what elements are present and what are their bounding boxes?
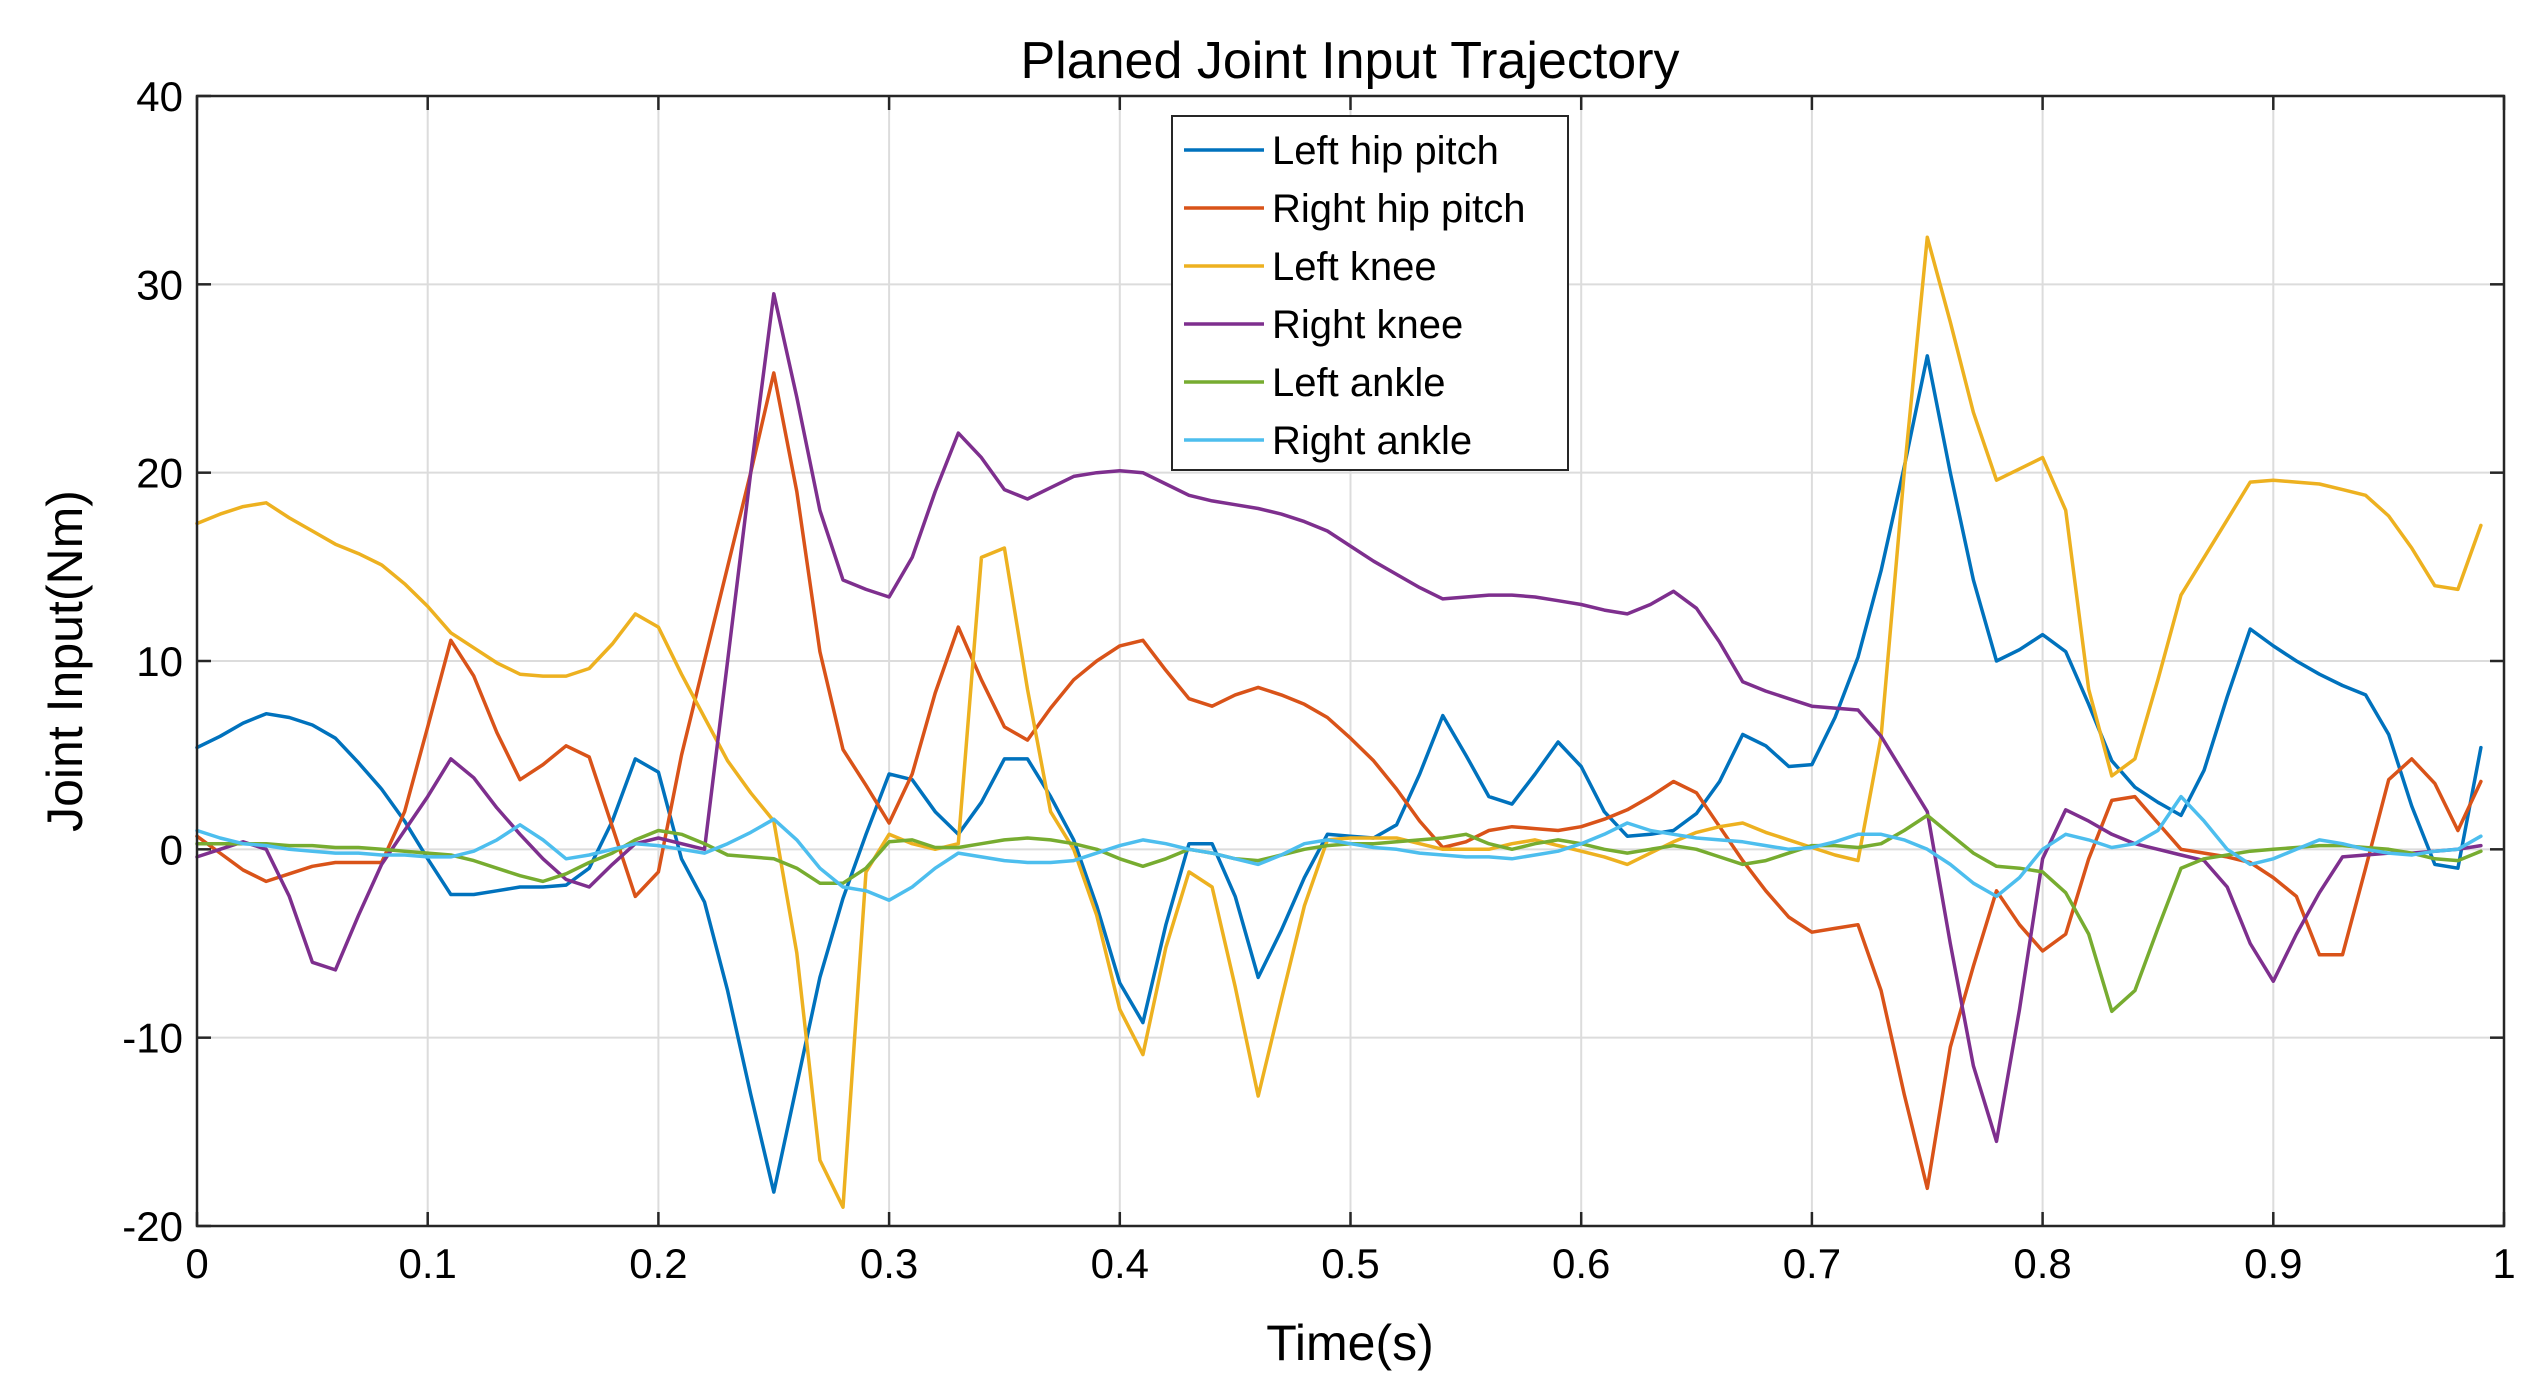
legend-box (1171, 115, 1569, 471)
axis-ticks: 0 0.1 0.2 0.3 0.4 0.5 0.6 0.7 0.8 0.9 1 -20 -10 0 10 20… (122, 73, 2515, 1287)
y-tick-label: -20 (122, 1203, 183, 1250)
x-tick-label: 0.6 (1552, 1240, 1610, 1287)
legend: Left hip pitch Right hip pitch Left knee Ri… (1171, 115, 1569, 471)
y-tick-label: 20 (136, 450, 183, 497)
x-tick-label: 0.8 (2013, 1240, 2071, 1287)
x-tick-label: 0.3 (860, 1240, 918, 1287)
y-axis-label: Joint Input(Nm) (37, 490, 93, 832)
x-tick-label: 0 (185, 1240, 208, 1287)
y-tick-label: 10 (136, 638, 183, 685)
legend-label: Left knee (1272, 245, 1437, 289)
series-line-left-ankle (195, 813, 2483, 1014)
y-tick-label: 40 (136, 73, 183, 120)
x-tick-label: 0.4 (1091, 1240, 1149, 1287)
y-tick-label: 0 (160, 826, 183, 873)
x-axis-label: Time(s) (1266, 1315, 1434, 1371)
legend-label: Right ankle (1272, 419, 1472, 463)
legend-label: Left ankle (1272, 361, 1445, 405)
y-tick-label: 30 (136, 261, 183, 308)
legend-label: Right hip pitch (1272, 187, 1525, 231)
x-tick-label: 0.1 (399, 1240, 457, 1287)
legend-label: Left hip pitch (1272, 129, 1499, 173)
legend-label: Right knee (1272, 303, 1463, 347)
x-tick-label: 0.7 (1783, 1240, 1841, 1287)
x-tick-label: 0.9 (2244, 1240, 2302, 1287)
x-tick-label: 0.5 (1321, 1240, 1379, 1287)
series-line-right-ankle (195, 794, 2483, 902)
data-series (195, 235, 2483, 1209)
x-tick-label: 1 (2492, 1240, 2515, 1287)
series-line-right-knee (195, 292, 2483, 1144)
y-tick-label: -10 (122, 1015, 183, 1062)
x-tick-label: 0.2 (629, 1240, 687, 1287)
chart-title: Planed Joint Input Trajectory (1020, 32, 1679, 90)
series-line-left-knee (195, 235, 2483, 1209)
